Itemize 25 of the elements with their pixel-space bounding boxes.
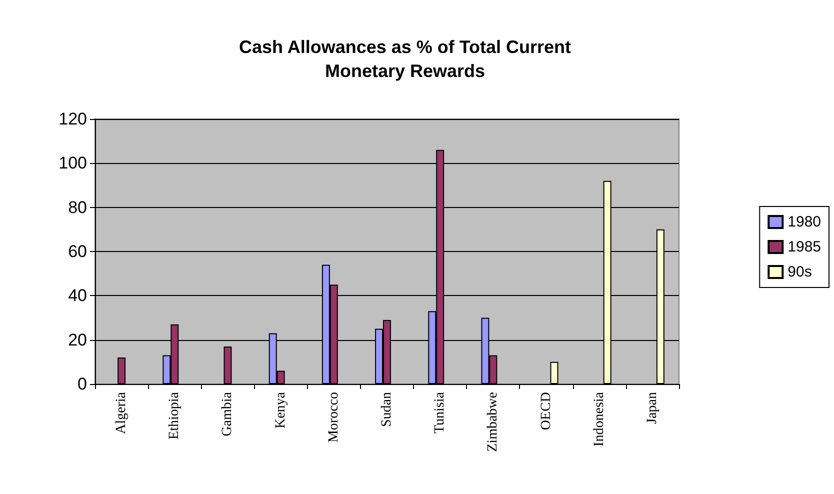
y-tick-label: 60 bbox=[68, 242, 87, 261]
legend-label: 1985 bbox=[788, 238, 822, 256]
x-tick-label: Indonesia bbox=[592, 391, 607, 446]
legend-label: 1980 bbox=[788, 214, 822, 230]
x-tick-label: Gambia bbox=[220, 391, 236, 436]
y-tick-label: 20 bbox=[68, 330, 87, 350]
x-tick-label: Ethiopia bbox=[167, 391, 182, 440]
y-tick-label: 40 bbox=[68, 286, 87, 306]
y-tick-label: 0 bbox=[78, 374, 87, 394]
x-tick-label: Tunisia bbox=[432, 391, 448, 434]
y-tick-label: 80 bbox=[68, 198, 87, 217]
x-tick-label: Japan bbox=[644, 392, 660, 424]
x-tick-label: OECD bbox=[538, 392, 554, 430]
chart-title: Cash Allowances as % of Total Current Monetary Rewards bbox=[238, 37, 572, 81]
x-tick-label: Zimbabwe bbox=[486, 392, 501, 452]
bar bbox=[118, 358, 126, 384]
x-tick-label: Kenya bbox=[273, 391, 288, 429]
x-tick-label: Algeria bbox=[114, 391, 130, 434]
x-tick-label: Sudan bbox=[380, 392, 394, 427]
y-tick-label: 100 bbox=[58, 154, 87, 173]
y-tick-label: 120 bbox=[58, 110, 87, 128]
bar bbox=[550, 362, 558, 384]
legend-label: 90s bbox=[788, 264, 812, 280]
x-tick-label: Morocco bbox=[326, 392, 342, 443]
bar bbox=[224, 346, 232, 384]
